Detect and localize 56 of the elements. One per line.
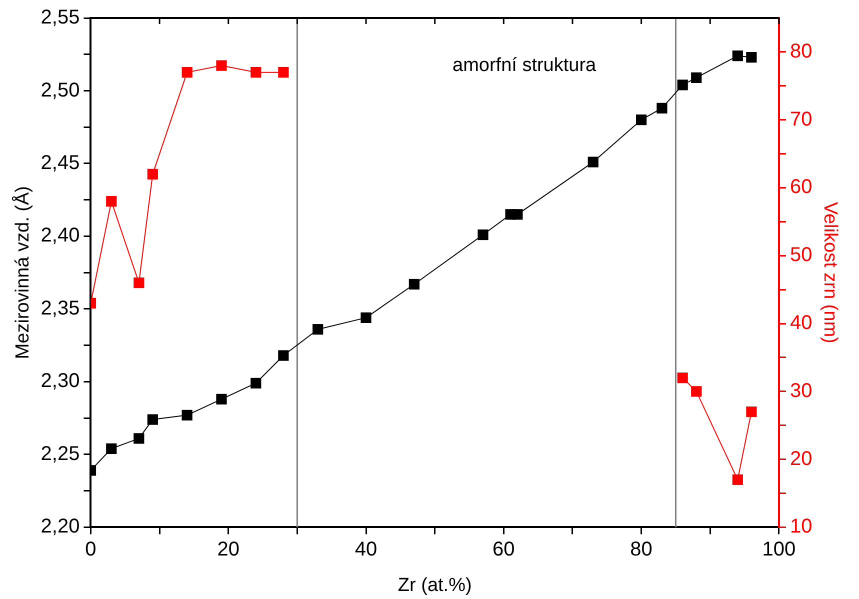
y-tick-label: 2,45: [40, 152, 80, 174]
y-tick-label: 2,55: [40, 6, 80, 29]
y-tick-label: 2,30: [40, 370, 80, 392]
point: [106, 443, 117, 454]
y-tick-label: 2,40: [40, 224, 80, 247]
y2-tick-label: 10: [790, 516, 812, 538]
point: [147, 168, 158, 180]
point: [250, 378, 262, 388]
point: [312, 324, 324, 335]
point: [278, 67, 289, 78]
y2-tick-label: 30: [790, 380, 812, 402]
x-tick-label: 40: [354, 538, 378, 561]
point: [691, 386, 702, 397]
point: [147, 414, 158, 425]
point: [677, 372, 688, 384]
point: [478, 229, 488, 240]
point: [691, 72, 702, 83]
y-tick-label: 2,50: [40, 79, 80, 102]
point: [134, 277, 144, 288]
y2-tick-label: 20: [790, 448, 812, 470]
y2-tick-label: 80: [790, 40, 812, 62]
y-tick-label: 2,25: [40, 442, 80, 465]
point: [656, 102, 668, 114]
point: [360, 312, 372, 324]
point: [732, 474, 743, 485]
point: [746, 406, 757, 418]
y2-tick-label: 40: [790, 312, 812, 334]
y-axis-title: Mezirovinná vzd. (Å): [12, 186, 34, 360]
x-tick-label: 0: [85, 538, 96, 561]
point: [182, 410, 192, 420]
x-tick-label: 80: [630, 538, 652, 561]
annotation: amorfní struktura: [452, 55, 597, 76]
x-axis-title: Zr (at.%): [398, 574, 472, 596]
y-tick-label: 2,20: [40, 516, 80, 538]
point: [636, 114, 647, 126]
y2-axis-title: Velikost zrn (nm): [819, 202, 840, 344]
x-tick-label: 20: [217, 538, 240, 561]
point: [732, 50, 743, 62]
point: [134, 433, 144, 444]
point: [512, 209, 523, 220]
y2-tick-label: 50: [790, 244, 812, 266]
point: [408, 278, 420, 290]
point: [746, 52, 757, 63]
y2-tick-label: 60: [790, 176, 812, 198]
y-tick-label: 2,35: [40, 297, 80, 320]
point: [216, 60, 227, 71]
x-tick-label: 100: [762, 538, 796, 561]
point: [250, 67, 262, 78]
x-tick-label: 60: [492, 538, 515, 561]
point: [216, 394, 227, 404]
point: [182, 67, 192, 78]
y2-tick-label: 70: [790, 108, 812, 130]
point: [588, 156, 598, 168]
point: [106, 196, 117, 207]
point: [278, 350, 289, 361]
point: [677, 80, 688, 90]
